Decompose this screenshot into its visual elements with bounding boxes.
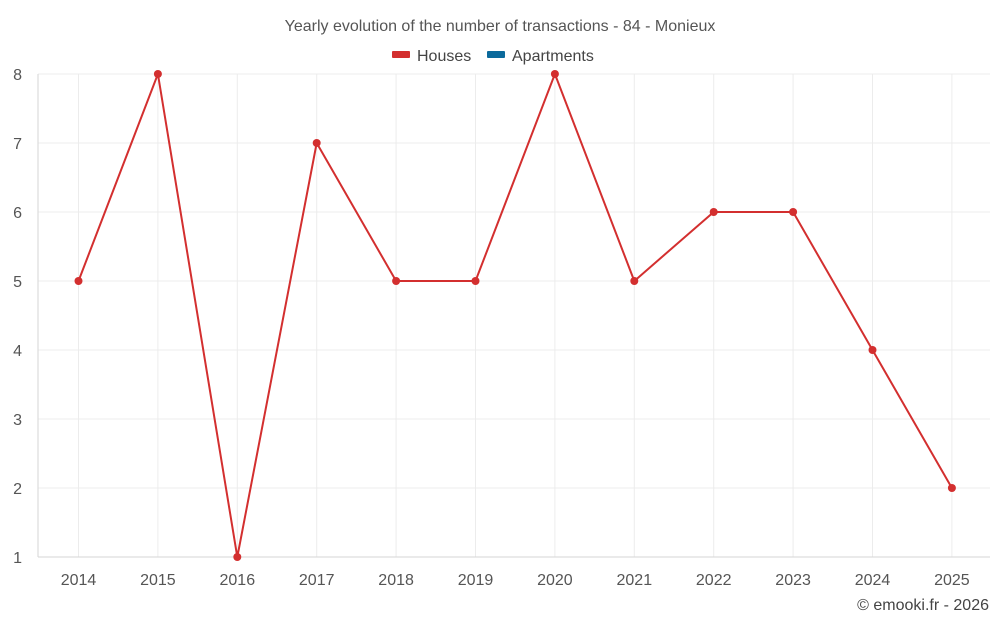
data-point-houses-2018 bbox=[392, 277, 401, 285]
y-tick-label-2: 2 bbox=[13, 481, 22, 498]
x-tick-label-2020: 2020 bbox=[537, 572, 573, 589]
data-point-houses-2014 bbox=[74, 277, 83, 285]
legend-label-apartments: Apartments bbox=[512, 48, 594, 65]
y-tick-label-3: 3 bbox=[13, 412, 22, 429]
data-point-houses-2019 bbox=[471, 277, 480, 285]
data-point-houses-2023 bbox=[789, 208, 798, 216]
x-tick-label-2023: 2023 bbox=[775, 572, 811, 589]
legend-swatch-houses bbox=[392, 51, 410, 58]
legend-item-houses[interactable]: Houses bbox=[392, 48, 471, 65]
x-axis-ticks: 2014 2015 2016 2017 2018 2019 2020 2021 2022 2023… bbox=[61, 572, 970, 589]
data-point-houses-2017 bbox=[312, 139, 321, 147]
legend-swatch-apartments bbox=[487, 51, 505, 58]
data-point-houses-2025 bbox=[947, 484, 956, 492]
legend-label-houses: Houses bbox=[417, 48, 471, 65]
y-axis-ticks: 1 2 3 4 5 6 7 8 bbox=[13, 67, 22, 567]
x-tick-label-2021: 2021 bbox=[617, 572, 653, 589]
data-point-houses-2020 bbox=[550, 70, 559, 78]
y-tick-label-4: 4 bbox=[13, 343, 22, 360]
axes bbox=[37, 74, 990, 558]
x-tick-label-2018: 2018 bbox=[378, 572, 414, 589]
data-point-houses-2016 bbox=[233, 553, 242, 561]
legend-item-apartments[interactable]: Apartments bbox=[487, 48, 594, 65]
data-point-houses-2022 bbox=[709, 208, 718, 216]
y-tick-label-8: 8 bbox=[13, 67, 22, 84]
data-point-houses-2015 bbox=[153, 70, 162, 78]
y-tick-label-6: 6 bbox=[13, 205, 22, 222]
chart-title: Yearly evolution of the number of transa… bbox=[285, 18, 716, 35]
x-tick-label-2016: 2016 bbox=[220, 572, 256, 589]
x-tick-label-2014: 2014 bbox=[61, 572, 97, 589]
data-point-houses-2024 bbox=[868, 346, 877, 354]
legend: Houses Apartments bbox=[392, 48, 594, 65]
data-point-houses-2021 bbox=[630, 277, 639, 285]
y-tick-label-1: 1 bbox=[13, 550, 22, 567]
y-tick-label-7: 7 bbox=[13, 136, 22, 153]
x-tick-label-2019: 2019 bbox=[458, 572, 494, 589]
x-tick-label-2025: 2025 bbox=[934, 572, 970, 589]
credit-text: © emooki.fr - 2026 bbox=[857, 597, 989, 614]
x-tick-label-2017: 2017 bbox=[299, 572, 335, 589]
grid bbox=[38, 73, 990, 558]
series-line-houses bbox=[77, 73, 953, 558]
x-tick-label-2024: 2024 bbox=[855, 572, 891, 589]
x-tick-label-2022: 2022 bbox=[696, 572, 732, 589]
x-tick-label-2015: 2015 bbox=[140, 572, 176, 589]
series-houses bbox=[77, 73, 953, 558]
points-houses bbox=[74, 70, 956, 561]
y-tick-label-5: 5 bbox=[13, 274, 22, 291]
